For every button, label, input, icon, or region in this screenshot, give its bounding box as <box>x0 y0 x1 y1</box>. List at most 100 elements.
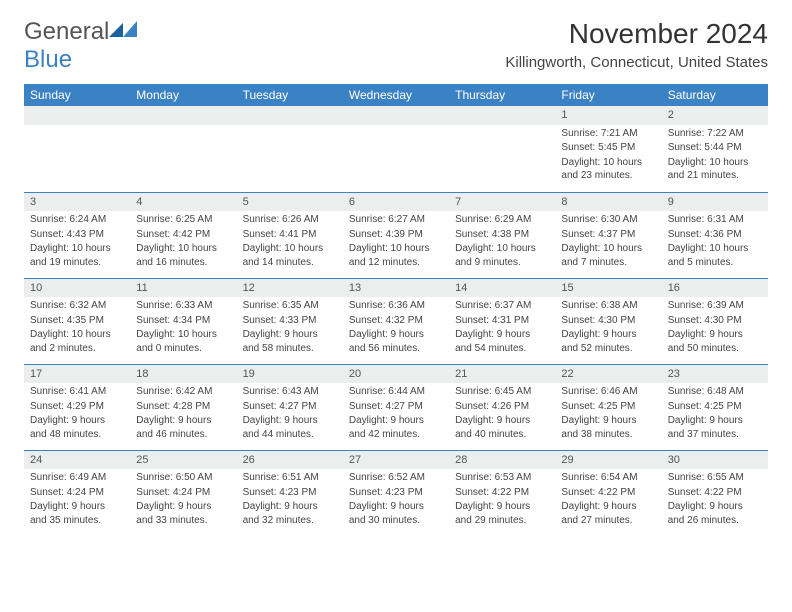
calendar-day <box>237 106 343 192</box>
calendar-day <box>343 106 449 192</box>
calendar-day <box>24 106 130 192</box>
calendar-day: 27Sunrise: 6:52 AMSunset: 4:23 PMDayligh… <box>343 450 449 536</box>
day-number: 12 <box>237 279 343 298</box>
calendar-day: 14Sunrise: 6:37 AMSunset: 4:31 PMDayligh… <box>449 278 555 364</box>
sunset-text: Sunset: 4:38 PM <box>455 228 549 242</box>
sunrise-text: Sunrise: 6:54 AM <box>561 471 655 485</box>
day-body: Sunrise: 6:41 AMSunset: 4:29 PMDaylight:… <box>24 383 130 446</box>
day-number: 9 <box>662 193 768 212</box>
sunrise-text: Sunrise: 6:27 AM <box>349 213 443 227</box>
day-body: Sunrise: 6:42 AMSunset: 4:28 PMDaylight:… <box>130 383 236 446</box>
day-body: Sunrise: 6:49 AMSunset: 4:24 PMDaylight:… <box>24 469 130 532</box>
day-number <box>449 106 555 125</box>
sunset-text: Sunset: 4:24 PM <box>136 486 230 500</box>
sunset-text: Sunset: 4:36 PM <box>668 228 762 242</box>
day-number: 14 <box>449 279 555 298</box>
day-body: Sunrise: 6:48 AMSunset: 4:25 PMDaylight:… <box>662 383 768 446</box>
day-body: Sunrise: 6:24 AMSunset: 4:43 PMDaylight:… <box>24 211 130 274</box>
sunrise-text: Sunrise: 6:25 AM <box>136 213 230 227</box>
calendar-day <box>130 106 236 192</box>
day-body: Sunrise: 6:54 AMSunset: 4:22 PMDaylight:… <box>555 469 661 532</box>
day-number: 22 <box>555 365 661 384</box>
sunset-text: Sunset: 4:24 PM <box>30 486 124 500</box>
sunset-text: Sunset: 4:34 PM <box>136 314 230 328</box>
day-body: Sunrise: 6:52 AMSunset: 4:23 PMDaylight:… <box>343 469 449 532</box>
calendar-week: 1Sunrise: 7:21 AMSunset: 5:45 PMDaylight… <box>24 106 768 192</box>
sunset-text: Sunset: 4:33 PM <box>243 314 337 328</box>
calendar-day: 7Sunrise: 6:29 AMSunset: 4:38 PMDaylight… <box>449 192 555 278</box>
day-number: 4 <box>130 193 236 212</box>
day-number: 24 <box>24 451 130 470</box>
calendar-day: 21Sunrise: 6:45 AMSunset: 4:26 PMDayligh… <box>449 364 555 450</box>
daylight-text: Daylight: 10 hours and 9 minutes. <box>455 242 549 269</box>
day-body: Sunrise: 6:26 AMSunset: 4:41 PMDaylight:… <box>237 211 343 274</box>
day-body: Sunrise: 6:36 AMSunset: 4:32 PMDaylight:… <box>343 297 449 360</box>
daylight-text: Daylight: 9 hours and 52 minutes. <box>561 328 655 355</box>
day-body: Sunrise: 6:50 AMSunset: 4:24 PMDaylight:… <box>130 469 236 532</box>
logo-general: General <box>24 18 109 45</box>
sunset-text: Sunset: 4:41 PM <box>243 228 337 242</box>
sunrise-text: Sunrise: 6:30 AM <box>561 213 655 227</box>
calendar-day: 29Sunrise: 6:54 AMSunset: 4:22 PMDayligh… <box>555 450 661 536</box>
calendar-day: 22Sunrise: 6:46 AMSunset: 4:25 PMDayligh… <box>555 364 661 450</box>
sunrise-text: Sunrise: 6:38 AM <box>561 299 655 313</box>
calendar-day: 5Sunrise: 6:26 AMSunset: 4:41 PMDaylight… <box>237 192 343 278</box>
sunrise-text: Sunrise: 6:44 AM <box>349 385 443 399</box>
daylight-text: Daylight: 9 hours and 26 minutes. <box>668 500 762 527</box>
day-number <box>343 106 449 125</box>
calendar-week: 10Sunrise: 6:32 AMSunset: 4:35 PMDayligh… <box>24 278 768 364</box>
daylight-text: Daylight: 9 hours and 42 minutes. <box>349 414 443 441</box>
day-number: 19 <box>237 365 343 384</box>
sunrise-text: Sunrise: 6:29 AM <box>455 213 549 227</box>
day-number: 11 <box>130 279 236 298</box>
sunset-text: Sunset: 4:43 PM <box>30 228 124 242</box>
sunset-text: Sunset: 4:32 PM <box>349 314 443 328</box>
sunrise-text: Sunrise: 6:50 AM <box>136 471 230 485</box>
day-number: 7 <box>449 193 555 212</box>
sunrise-text: Sunrise: 6:39 AM <box>668 299 762 313</box>
month-title: November 2024 <box>505 18 768 50</box>
day-body: Sunrise: 6:43 AMSunset: 4:27 PMDaylight:… <box>237 383 343 446</box>
daylight-text: Daylight: 9 hours and 27 minutes. <box>561 500 655 527</box>
sunrise-text: Sunrise: 6:52 AM <box>349 471 443 485</box>
sunrise-text: Sunrise: 6:43 AM <box>243 385 337 399</box>
sunset-text: Sunset: 4:42 PM <box>136 228 230 242</box>
sunset-text: Sunset: 4:22 PM <box>561 486 655 500</box>
sunrise-text: Sunrise: 6:36 AM <box>349 299 443 313</box>
day-number: 10 <box>24 279 130 298</box>
day-body: Sunrise: 6:45 AMSunset: 4:26 PMDaylight:… <box>449 383 555 446</box>
day-body: Sunrise: 6:33 AMSunset: 4:34 PMDaylight:… <box>130 297 236 360</box>
sunset-text: Sunset: 4:30 PM <box>561 314 655 328</box>
day-number: 27 <box>343 451 449 470</box>
daylight-text: Daylight: 10 hours and 5 minutes. <box>668 242 762 269</box>
daylight-text: Daylight: 10 hours and 21 minutes. <box>668 156 762 183</box>
sunrise-text: Sunrise: 6:53 AM <box>455 471 549 485</box>
day-body: Sunrise: 6:46 AMSunset: 4:25 PMDaylight:… <box>555 383 661 446</box>
sunrise-text: Sunrise: 6:42 AM <box>136 385 230 399</box>
calendar-day: 2Sunrise: 7:22 AMSunset: 5:44 PMDaylight… <box>662 106 768 192</box>
calendar-day: 15Sunrise: 6:38 AMSunset: 4:30 PMDayligh… <box>555 278 661 364</box>
day-body: Sunrise: 6:55 AMSunset: 4:22 PMDaylight:… <box>662 469 768 532</box>
day-number: 17 <box>24 365 130 384</box>
daylight-text: Daylight: 9 hours and 30 minutes. <box>349 500 443 527</box>
day-number: 21 <box>449 365 555 384</box>
daylight-text: Daylight: 10 hours and 19 minutes. <box>30 242 124 269</box>
sunset-text: Sunset: 4:30 PM <box>668 314 762 328</box>
calendar-day: 3Sunrise: 6:24 AMSunset: 4:43 PMDaylight… <box>24 192 130 278</box>
sunrise-text: Sunrise: 6:24 AM <box>30 213 124 227</box>
calendar-day <box>449 106 555 192</box>
day-body: Sunrise: 6:32 AMSunset: 4:35 PMDaylight:… <box>24 297 130 360</box>
calendar-day: 11Sunrise: 6:33 AMSunset: 4:34 PMDayligh… <box>130 278 236 364</box>
calendar-table: SundayMondayTuesdayWednesdayThursdayFrid… <box>24 84 768 536</box>
sunset-text: Sunset: 4:22 PM <box>455 486 549 500</box>
daylight-text: Daylight: 10 hours and 2 minutes. <box>30 328 124 355</box>
calendar-day: 19Sunrise: 6:43 AMSunset: 4:27 PMDayligh… <box>237 364 343 450</box>
calendar-week: 17Sunrise: 6:41 AMSunset: 4:29 PMDayligh… <box>24 364 768 450</box>
logo-mark-icon <box>109 19 137 39</box>
day-body: Sunrise: 6:37 AMSunset: 4:31 PMDaylight:… <box>449 297 555 360</box>
day-body: Sunrise: 6:25 AMSunset: 4:42 PMDaylight:… <box>130 211 236 274</box>
sunset-text: Sunset: 4:22 PM <box>668 486 762 500</box>
daylight-text: Daylight: 9 hours and 58 minutes. <box>243 328 337 355</box>
day-body: Sunrise: 6:30 AMSunset: 4:37 PMDaylight:… <box>555 211 661 274</box>
sunset-text: Sunset: 5:45 PM <box>561 141 655 155</box>
